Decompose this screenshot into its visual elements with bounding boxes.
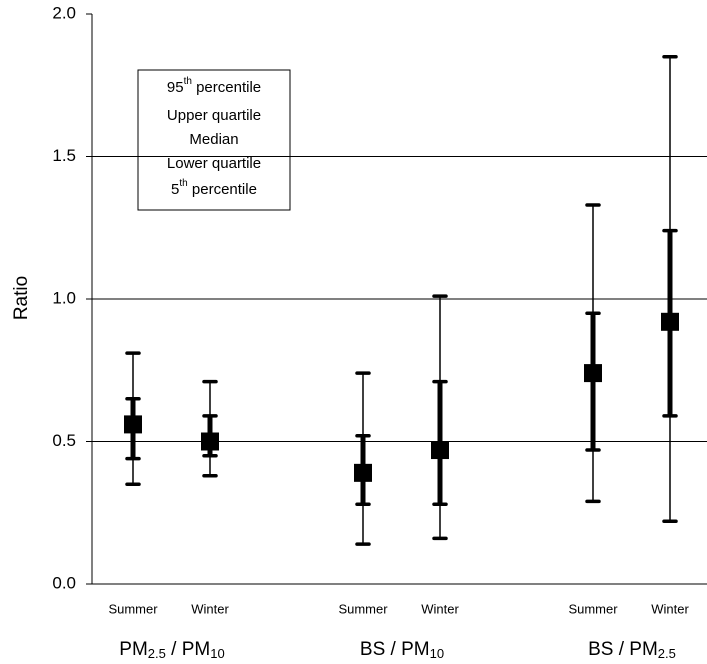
- y-tick-label: 1.5: [52, 146, 76, 165]
- group-label: BS / PM10: [360, 639, 444, 661]
- group-label-text: BS / PM: [588, 639, 658, 660]
- legend-entry: 95th percentile: [167, 76, 261, 96]
- group-label-subscript: 2.5: [148, 646, 166, 661]
- group-label-subscript: 2.5: [658, 646, 676, 661]
- legend-text: percentile: [192, 79, 261, 96]
- y-tick-label: 2.0: [52, 3, 76, 22]
- legend-text: Upper quartile: [167, 107, 261, 124]
- x-tick-label: Summer: [108, 601, 158, 616]
- median-marker: [431, 441, 449, 460]
- y-tick-label: 0.0: [52, 573, 76, 592]
- legend-superscript: th: [179, 178, 187, 189]
- legend-text: Lower quartile: [167, 155, 261, 172]
- median-marker: [584, 364, 602, 383]
- y-axis-label: Ratio: [11, 276, 32, 320]
- group-label-subscript: 10: [430, 646, 444, 661]
- group-label-text: BS / PM: [360, 639, 430, 660]
- group-label: BS / PM2.5: [588, 639, 676, 661]
- median-marker: [661, 312, 679, 331]
- x-tick-label: Winter: [421, 601, 459, 616]
- legend-text: percentile: [188, 181, 257, 198]
- legend-entry: Median: [189, 131, 238, 148]
- x-tick-label: Winter: [191, 601, 229, 616]
- median-marker: [201, 432, 219, 451]
- y-tick-label: 1.0: [52, 288, 76, 307]
- legend-entry: Lower quartile: [167, 155, 261, 172]
- x-tick-label: Summer: [568, 601, 618, 616]
- group-label: PM2.5 / PM10: [119, 639, 224, 661]
- x-tick-label: Winter: [651, 601, 689, 616]
- y-tick-label: 0.5: [52, 431, 76, 450]
- group-label-text: / PM: [166, 639, 210, 660]
- group-label-text: PM: [119, 639, 148, 660]
- legend-text: 95: [167, 79, 184, 96]
- legend-box: [137, 69, 291, 211]
- group-label-subscript: 10: [210, 646, 224, 661]
- legend-text: Median: [189, 131, 238, 148]
- median-marker: [354, 463, 372, 482]
- legend-entry: Upper quartile: [167, 107, 261, 124]
- legend-text: 5: [171, 181, 179, 198]
- legend-superscript: th: [184, 76, 192, 87]
- median-marker: [124, 415, 142, 434]
- x-tick-label: Summer: [338, 601, 388, 616]
- legend-entry: 5th percentile: [171, 178, 257, 198]
